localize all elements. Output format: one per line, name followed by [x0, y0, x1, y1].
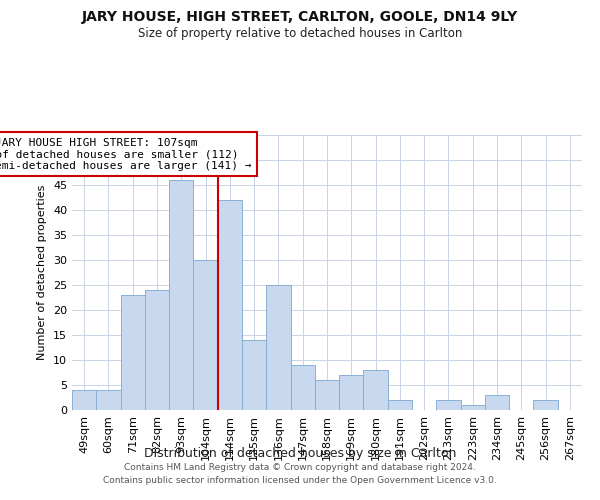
Bar	[242, 340, 266, 410]
Bar	[290, 365, 315, 410]
Bar	[72, 390, 96, 410]
Bar	[121, 295, 145, 410]
Bar	[315, 380, 339, 410]
Text: JARY HOUSE HIGH STREET: 107sqm
← 44% of detached houses are smaller (112)
56% of: JARY HOUSE HIGH STREET: 107sqm ← 44% of …	[0, 138, 251, 170]
Bar	[485, 395, 509, 410]
Bar	[145, 290, 169, 410]
Bar	[461, 405, 485, 410]
Bar	[436, 400, 461, 410]
Bar	[266, 285, 290, 410]
Text: Size of property relative to detached houses in Carlton: Size of property relative to detached ho…	[138, 28, 462, 40]
Bar	[533, 400, 558, 410]
Bar	[218, 200, 242, 410]
Text: Contains HM Land Registry data © Crown copyright and database right 2024.
Contai: Contains HM Land Registry data © Crown c…	[103, 464, 497, 485]
Bar	[193, 260, 218, 410]
Bar	[388, 400, 412, 410]
Text: Distribution of detached houses by size in Carlton: Distribution of detached houses by size …	[144, 448, 456, 460]
Bar	[339, 375, 364, 410]
Bar	[96, 390, 121, 410]
Text: JARY HOUSE, HIGH STREET, CARLTON, GOOLE, DN14 9LY: JARY HOUSE, HIGH STREET, CARLTON, GOOLE,…	[82, 10, 518, 24]
Bar	[169, 180, 193, 410]
Bar	[364, 370, 388, 410]
Y-axis label: Number of detached properties: Number of detached properties	[37, 185, 47, 360]
